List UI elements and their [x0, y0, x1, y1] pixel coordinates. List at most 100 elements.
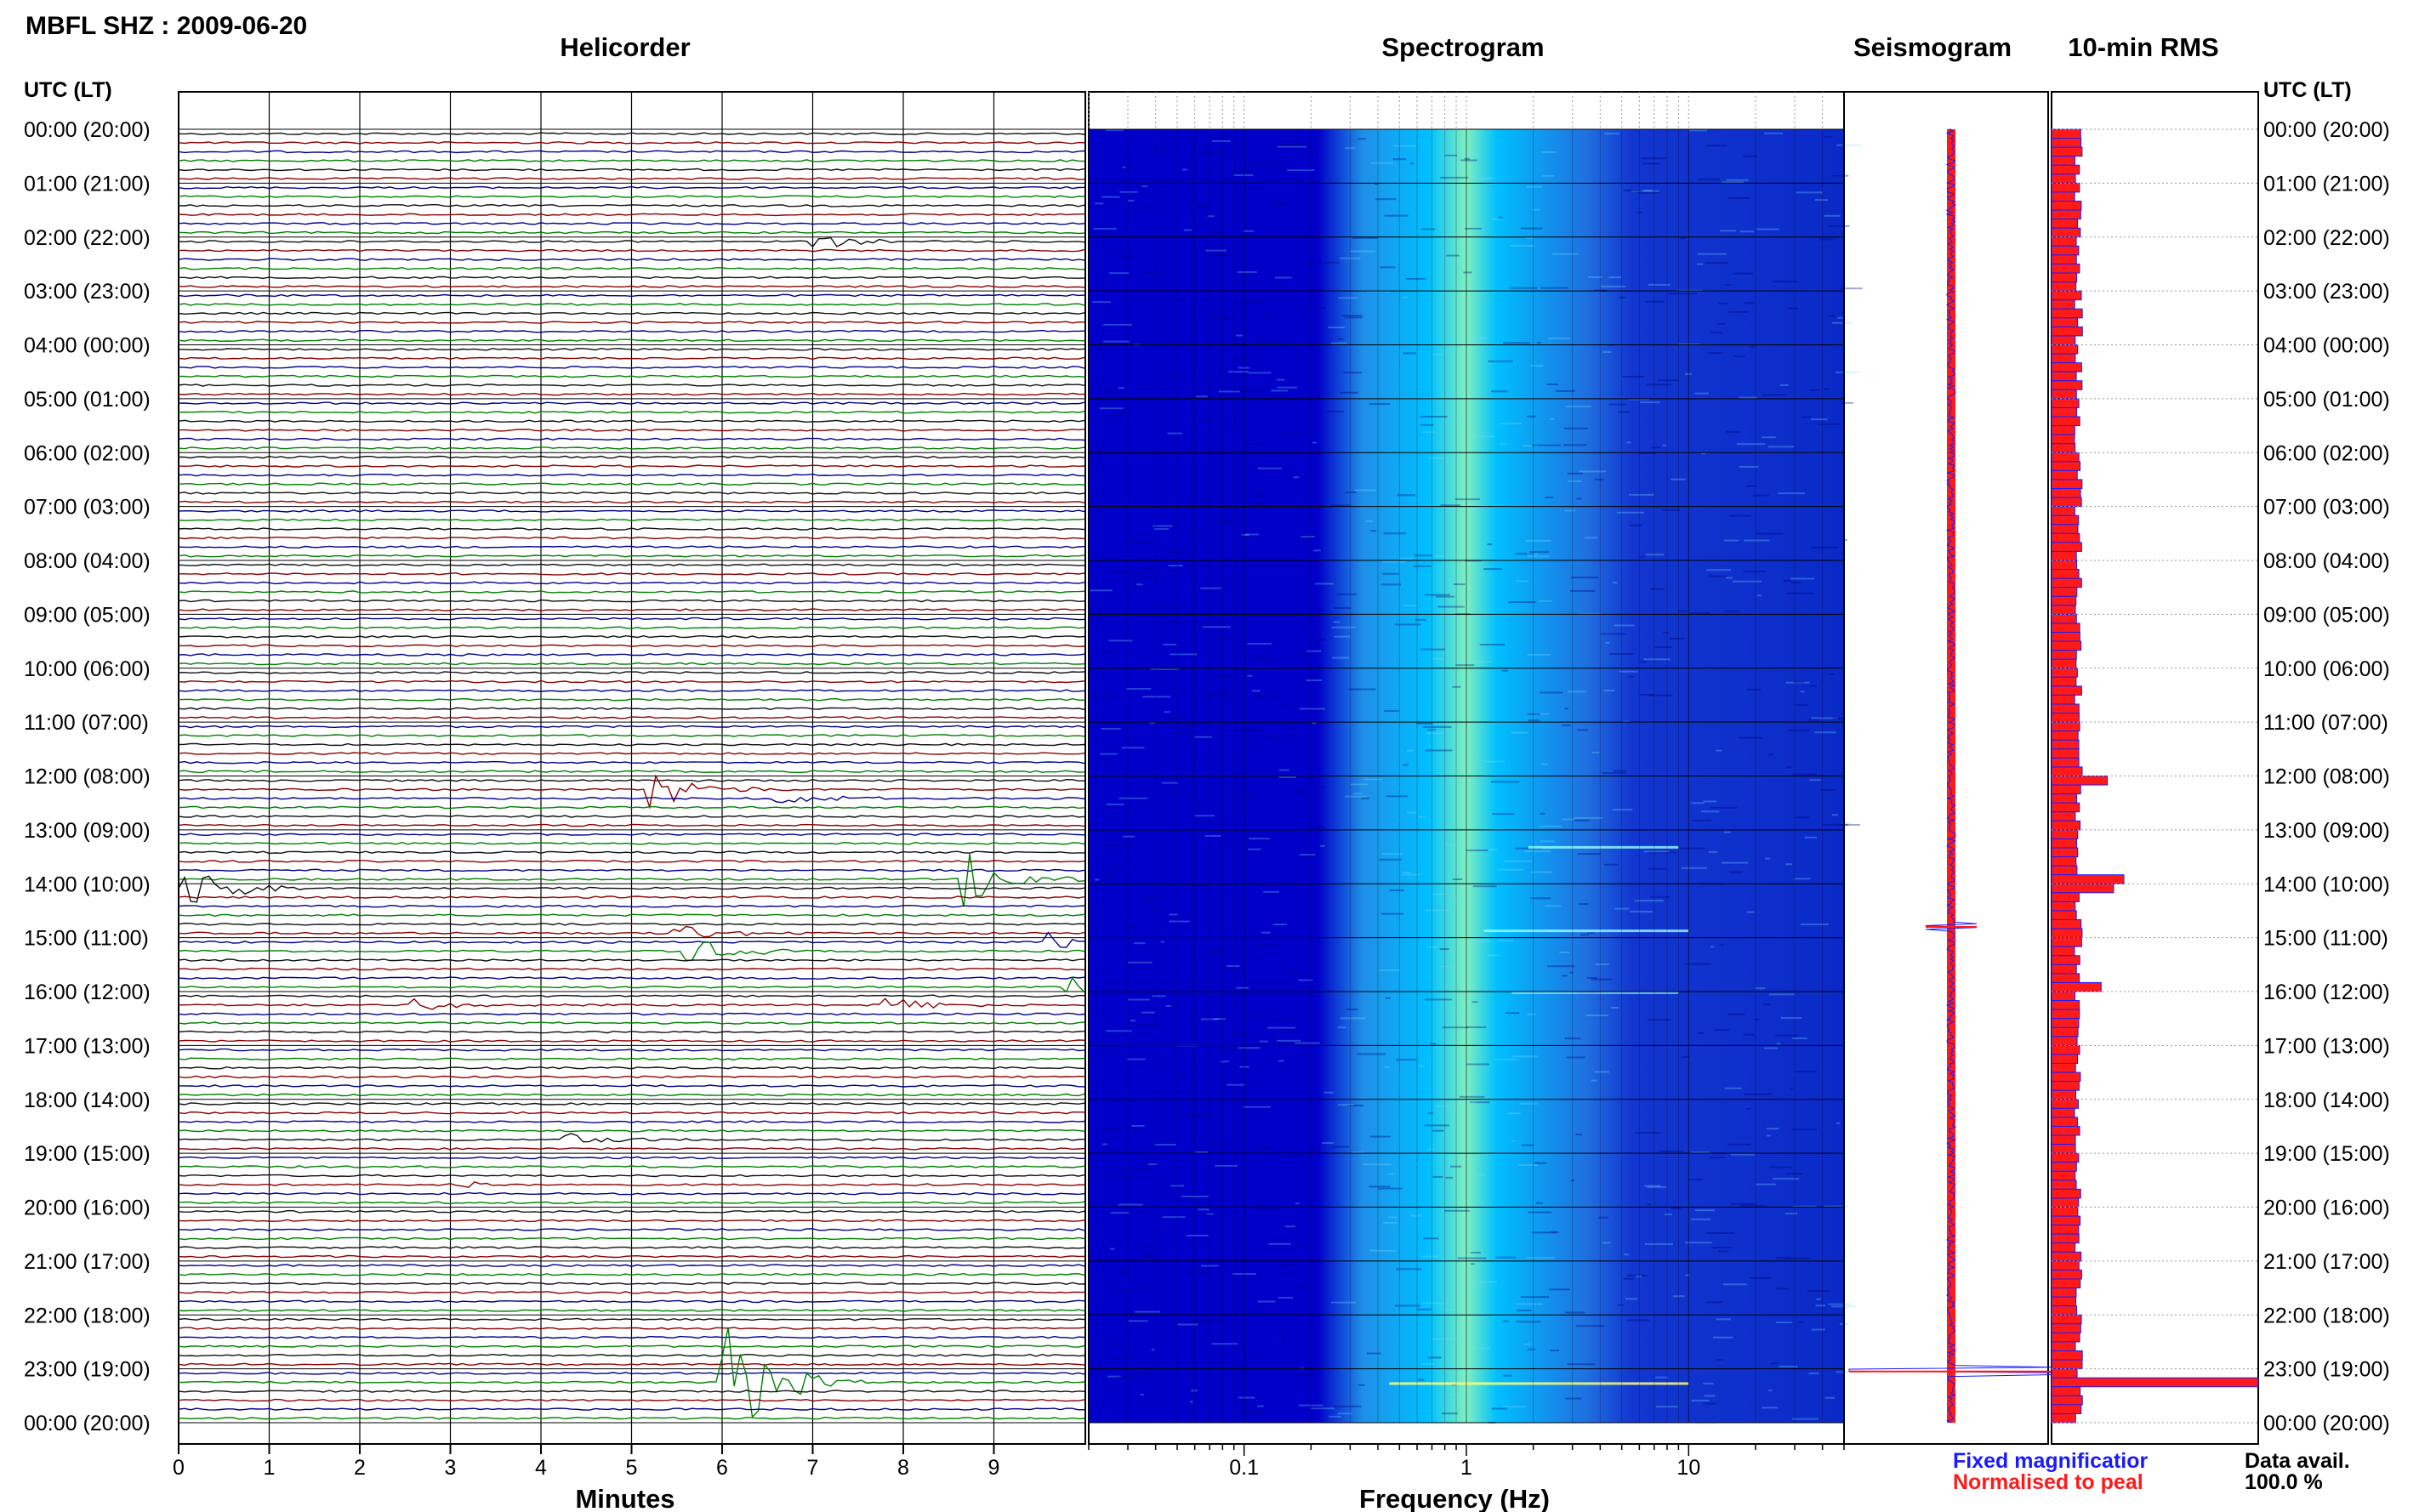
spectrogram-speckle: [1196, 820, 1206, 821]
spectrogram-speckle: [1109, 272, 1130, 274]
rms-bar: [2052, 884, 2114, 893]
spectrogram-speckle: [1388, 1216, 1397, 1218]
spectrogram-speckle: [1268, 1243, 1291, 1245]
spectrogram-speckle: [1141, 1394, 1144, 1395]
spectrogram-speckle: [1540, 691, 1562, 693]
spectrogram-speckle: [1406, 278, 1426, 280]
spectrogram-speckle: [1466, 1026, 1486, 1028]
spectrogram-speckle: [1243, 230, 1254, 232]
spectrogram-speckle: [1435, 1106, 1450, 1107]
spectrogram-speckle: [1769, 1167, 1793, 1168]
rms-bar: [2052, 417, 2080, 426]
spectrogram-speckle: [1165, 147, 1170, 149]
spectrogram-speckle: [1765, 858, 1770, 860]
rms-bar: [2052, 1315, 2081, 1324]
spectrogram-speckle: [1563, 444, 1586, 446]
spectrogram-speckle: [1345, 316, 1363, 318]
spectrogram-speckle: [1277, 167, 1290, 168]
helicorder-x-tick-label: 1: [264, 1456, 276, 1480]
spectrogram-speckle: [1312, 722, 1316, 724]
spectrogram-speckle: [1169, 921, 1189, 923]
spectrogram-speckle: [1483, 568, 1501, 570]
spectrogram-speckle: [1586, 1015, 1608, 1016]
spectrogram-speckle: [1737, 443, 1765, 445]
spectrogram-speckle: [1545, 497, 1554, 498]
spectrogram-speckle: [1678, 611, 1688, 612]
spectrogram-speckle: [1725, 611, 1740, 612]
spectrogram-speckle: [1629, 525, 1642, 526]
spectrogram-speckle: [1132, 575, 1156, 577]
spectrogram-speckle: [1522, 1145, 1534, 1146]
spectrogram-speckle: [1668, 293, 1697, 294]
spectrogram-speckle: [1565, 1311, 1585, 1313]
spectrogram-speckle: [1466, 1064, 1489, 1066]
spectrogram-speckle: [1473, 1347, 1490, 1349]
spectrogram-speckle: [1260, 1041, 1268, 1043]
spectrogram-speckle: [1212, 948, 1226, 950]
spectrogram-speckle: [1204, 145, 1212, 146]
rms-bar: [2052, 192, 2075, 202]
spectrogram-speckle: [1233, 1033, 1250, 1035]
spectrogram-speckle: [1815, 199, 1828, 201]
spectrogram-speckle: [1116, 571, 1144, 573]
spectrogram-speckle: [1169, 913, 1178, 915]
rms-bar: [2052, 389, 2076, 399]
spectrogram-speckle: [1407, 750, 1413, 752]
spectrogram-speckle: [1165, 717, 1181, 719]
spectrogram-speckle: [1278, 1060, 1284, 1062]
panel-title-seismogram: Seismogram: [1853, 32, 2012, 62]
spectrogram-speckle: [1428, 1356, 1442, 1358]
spectrogram-speckle: [1648, 695, 1673, 696]
spectrogram-speckle: [1796, 816, 1810, 818]
spectrogram-speckle: [1591, 979, 1613, 981]
spectrogram-speckle: [1816, 1305, 1826, 1306]
spectrogram-speckle: [1110, 1248, 1114, 1250]
spectrogram-speckle: [1716, 1318, 1731, 1320]
spectrogram-speckle: [1480, 644, 1505, 645]
spectrogram-speckle: [1430, 1043, 1436, 1044]
time-tick-label-left: 07:00 (03:00): [24, 496, 151, 520]
spectrogram-speckle: [1536, 1202, 1543, 1204]
spectrogram-speckle: [1550, 418, 1555, 420]
spectrogram-speckle: [1355, 489, 1376, 491]
rms-bar: [2052, 1395, 2082, 1405]
helicorder-x-tick-label: 2: [354, 1456, 366, 1480]
rms-bar: [2052, 435, 2075, 444]
spectrogram-speckle: [1793, 774, 1817, 776]
rms-bar: [2052, 686, 2081, 696]
spectrogram-speckle: [1236, 987, 1249, 989]
spectrogram-speckle: [1297, 1245, 1308, 1247]
spectrogram-speckle: [1602, 772, 1625, 774]
spectrogram-speckle: [1384, 710, 1398, 712]
time-tick-label-right: 08:00 (04:00): [2263, 549, 2390, 573]
spectrogram-speckle: [1474, 941, 1489, 942]
rms-bar: [2052, 1405, 2081, 1414]
spectrogram-speckle: [1508, 601, 1535, 603]
spectrogram-speckle: [1568, 480, 1581, 482]
rms-bar: [2052, 1369, 2077, 1378]
spectrogram-speckle: [1785, 1213, 1797, 1214]
panel-title-rms: 10-min RMS: [2068, 32, 2218, 62]
spectrogram-speckle: [1243, 1106, 1271, 1108]
spectrogram-speckle: [1596, 963, 1609, 965]
spectrogram-speckle: [1559, 952, 1569, 953]
spectrogram-speckle: [1776, 1322, 1792, 1323]
spectrogram-speckle: [1644, 850, 1670, 852]
spectrogram-speckle: [1219, 676, 1232, 678]
rms-bar: [2052, 749, 2079, 759]
spectrogram-speckle: [1119, 165, 1134, 167]
rms-bar: [2052, 1090, 2075, 1100]
spectrogram-speckle: [1508, 1112, 1521, 1114]
rms-bar: [2052, 291, 2081, 300]
rms-bar: [2052, 866, 2077, 875]
spectrogram-speckle: [1764, 1048, 1778, 1049]
spectrogram-speckle: [1814, 731, 1836, 733]
spectrogram-speckle: [1580, 934, 1589, 935]
spectrogram-speckle: [1637, 212, 1642, 213]
spectrogram-speckle: [1255, 503, 1266, 504]
spectrogram-speckle: [1301, 536, 1314, 537]
spectrogram-speckle: [1283, 1156, 1305, 1157]
rms-bar: [2052, 964, 2076, 974]
spectrogram-speckle: [1092, 696, 1116, 697]
rms-bar: [2052, 1045, 2080, 1054]
